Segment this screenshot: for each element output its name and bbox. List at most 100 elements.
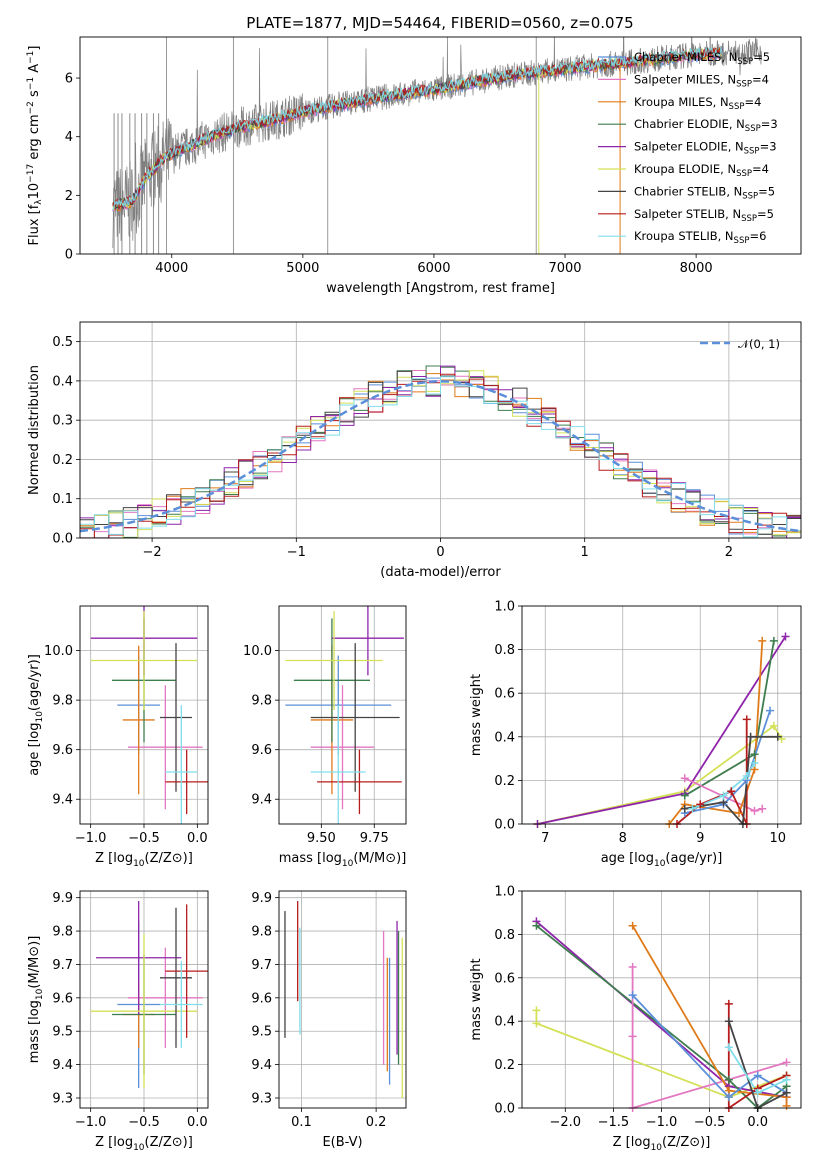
x-tick-label: −0.5: [128, 1115, 160, 1130]
marker-kroupa_stelib: [753, 1088, 762, 1097]
x-axis-label: mass [log10(M/M⊙)]: [279, 851, 407, 869]
series-chabrier_miles: [684, 710, 771, 814]
x-tick-label: 10: [769, 831, 786, 846]
label-part: age [log: [27, 723, 42, 776]
series-chabrier_stelib: [727, 1020, 788, 1108]
legend-value: =6: [749, 229, 766, 243]
y-label-part: A: [27, 64, 42, 77]
errorbar-kroupa_miles: [122, 645, 155, 795]
x-tick-label: −0.5: [694, 1115, 726, 1130]
figure-title: PLATE=1877, MJD=54464, FIBERID=0560, z=0…: [246, 14, 633, 32]
y-tick-label: 9.4: [52, 1058, 73, 1073]
legend-subscript: SSP: [745, 124, 761, 134]
marker-chabrier_elodie: [680, 791, 689, 800]
legend-entry-chabrier_stelib: Chabrier STELIB, NSSP=5: [634, 184, 775, 201]
marker-kroupa_stelib: [688, 804, 697, 813]
legend-entry-kroupa_miles: Kroupa MILES, NSSP=4: [634, 95, 761, 112]
y-tick-label: 9.6: [251, 743, 272, 758]
series-kroupa_elodie: [537, 724, 783, 824]
label-part: mass [log: [279, 851, 342, 866]
y-tick-label: 1.0: [494, 885, 515, 900]
y-label-part: −1: [26, 51, 36, 64]
y-tick-label: 9.6: [52, 991, 73, 1006]
x-tick-label: 9: [696, 831, 704, 846]
marker-salpeter_stelib: [742, 715, 751, 724]
y-tick-label: 9.6: [52, 743, 73, 758]
plot-area: [112, 37, 763, 254]
y-tick-label: 9.3: [52, 1091, 73, 1106]
errorbar-salpeter_miles: [128, 685, 203, 810]
marker-salpeter_miles: [750, 806, 759, 815]
legend-subscript: SSP: [734, 236, 750, 246]
y-tick-label: 0.0: [494, 1102, 515, 1117]
errorbar-kroupa_stelib: [160, 961, 203, 1048]
marker-chabrier_elodie: [750, 750, 759, 759]
label-part: (age/yr)]: [27, 654, 42, 711]
label-part: (M/M⊙)]: [353, 851, 406, 866]
marker-chabrier_stelib: [724, 1017, 733, 1026]
legend-subscript: SSP: [742, 191, 758, 201]
legend-subscript: SSP: [744, 147, 760, 157]
panel-7: −2.0 −1.5 −1.0 −0.5 0.0 0.0 0.2 0.4 0.6 0.8 1.0 Z […: [469, 885, 802, 1153]
y-tick-label: 10.0: [243, 644, 272, 659]
x-tick-label: 5000: [286, 261, 319, 276]
histogram-kroupa_stelib: [80, 376, 801, 538]
label-part: (age/yr)]: [665, 851, 722, 866]
y-tick-label: 9.8: [52, 925, 73, 940]
x-tick-label: −2.0: [550, 1115, 582, 1130]
y-tick-label: 0.8: [494, 643, 515, 658]
axes-frame: [278, 605, 407, 825]
series-salpeter_miles: [631, 967, 787, 1108]
marker-chabrier_stelib: [773, 732, 782, 741]
legend-entry-salpeter_stelib: Salpeter STELIB, NSSP=5: [634, 207, 774, 224]
series-chabrier_miles: [631, 994, 788, 1099]
x-axis-label: Z [log10(Z/Z⊙)]: [95, 1135, 193, 1153]
axes-frame: [278, 890, 407, 1109]
y-tick-label: 2: [65, 189, 73, 204]
x-tick-label: 9.75: [360, 831, 389, 846]
label-part: mass [log: [27, 1000, 42, 1063]
y-axis-label: Normed distribution: [27, 365, 42, 495]
axes-frame: [79, 36, 802, 255]
label-part: Z [log: [95, 1135, 133, 1150]
legend-value: =5: [753, 50, 770, 64]
label-subscript: 10: [35, 988, 45, 1000]
errorbar-kroupa_elodie: [285, 610, 383, 711]
marker-salpeter_stelib: [696, 800, 705, 809]
x-tick-label: 1: [581, 545, 589, 560]
legend-entry-salpeter_miles: Salpeter MILES, NSSP=4: [634, 72, 769, 89]
x-tick-label: 0.1: [291, 1115, 312, 1130]
y-tick-label: 0.6: [494, 687, 515, 702]
marker-chabrier_miles: [753, 1071, 762, 1080]
label-part: Z [log: [613, 1135, 651, 1150]
plot-area: [80, 606, 208, 824]
y-tick-label: 0.5: [52, 335, 73, 350]
y-tick-label: 0.6: [494, 971, 515, 986]
series-salpeter_stelib: [727, 1003, 787, 1108]
y-tick-label: 4: [65, 130, 73, 145]
x-tick-label: 9.50: [307, 831, 336, 846]
legend-entry-salpeter_elodie: Salpeter ELODIE, NSSP=3: [634, 140, 777, 157]
y-tick-label: 0.8: [494, 928, 515, 943]
errorbar-chabrier_stelib: [310, 643, 400, 792]
y-label-part: 10: [27, 183, 42, 200]
x-axis-label: E(B-V): [322, 1135, 362, 1150]
legend-subscript: SSP: [741, 214, 757, 224]
y-tick-label: 9.7: [52, 958, 73, 973]
errorbar-kroupa_stelib: [310, 705, 366, 824]
legend-subscript: SSP: [736, 79, 752, 89]
axes-frame: [521, 605, 802, 825]
legend-subscript: SSP: [736, 169, 752, 179]
marker-salpeter_miles: [782, 1058, 791, 1067]
legend-entry-kroupa_stelib: Kroupa STELIB, NSSP=6: [634, 229, 766, 246]
y-tick-label: 10.0: [44, 644, 73, 659]
legend-value: =3: [761, 117, 778, 131]
marker-chabrier_stelib: [782, 1088, 791, 1097]
marker-chabrier_miles: [724, 1093, 733, 1102]
marker-salpeter_miles: [680, 774, 689, 783]
y-tick-label: 9.8: [251, 694, 272, 709]
x-tick-label: −1: [287, 545, 306, 560]
y-tick-label: 9.4: [52, 793, 73, 808]
model-line-kroupa_stelib: [112, 46, 723, 211]
errorbar-kroupa_stelib: [165, 705, 198, 824]
